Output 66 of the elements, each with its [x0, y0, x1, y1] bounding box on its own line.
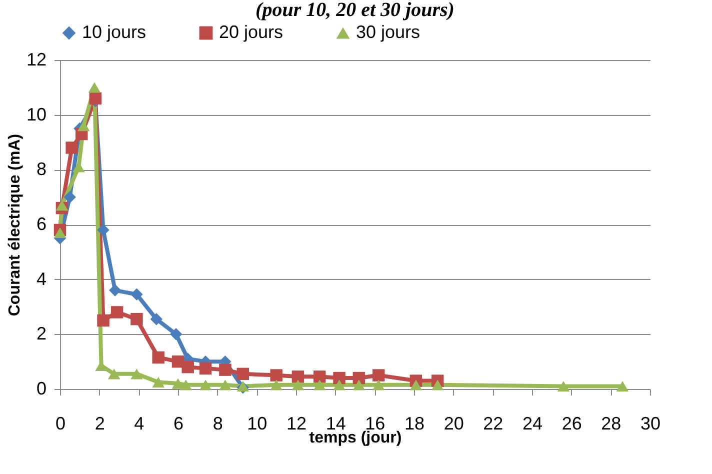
y-tick-label: 8	[36, 159, 46, 180]
point	[54, 227, 66, 238]
point	[66, 142, 78, 154]
y-tick-label: 10	[26, 104, 46, 124]
x-tick-label: 4	[134, 414, 144, 434]
point	[219, 364, 232, 376]
legend-label: 20 jours	[219, 22, 284, 42]
point	[199, 362, 212, 375]
chart-title: (pour 10, 20 et 30 jours)	[256, 0, 454, 21]
point	[64, 190, 76, 204]
point	[410, 380, 422, 390]
point	[97, 224, 110, 236]
y-tick-label: 0	[36, 378, 46, 398]
point	[270, 380, 282, 390]
x-tick-label: 18	[404, 414, 425, 434]
point	[372, 369, 385, 382]
point	[130, 288, 143, 301]
point	[150, 312, 162, 326]
point	[180, 380, 192, 390]
point	[97, 314, 110, 327]
x-tick-label: 28	[601, 414, 622, 434]
point	[616, 380, 629, 392]
x-tick-label: 12	[286, 414, 307, 434]
point	[557, 380, 570, 392]
point	[270, 369, 282, 382]
point	[130, 368, 143, 380]
point	[313, 380, 326, 390]
point	[170, 328, 182, 340]
point	[352, 380, 366, 390]
point	[152, 351, 164, 364]
point	[313, 370, 326, 383]
x-tick-label: 26	[562, 414, 582, 434]
point	[108, 368, 120, 380]
x-tick-label: 10	[247, 414, 268, 434]
point	[372, 380, 385, 390]
x-tick-label: 20	[444, 414, 464, 434]
y-tick-label: 2	[36, 324, 46, 344]
point	[219, 380, 232, 390]
point	[130, 312, 143, 326]
point	[152, 376, 164, 388]
x-tick-label: 0	[55, 414, 66, 434]
x-tick-label: 6	[173, 414, 184, 434]
point	[56, 200, 68, 211]
point	[88, 82, 101, 93]
x-tick-label: 2	[94, 414, 105, 434]
point	[77, 120, 90, 132]
point	[292, 370, 304, 383]
point	[431, 380, 444, 390]
x-tick-label: 30	[640, 414, 661, 434]
point	[110, 306, 124, 318]
point	[333, 372, 346, 384]
x-tick-label: 22	[483, 414, 504, 434]
point	[236, 368, 250, 380]
point	[199, 380, 212, 390]
point	[182, 360, 194, 374]
y-tick-label: 12	[26, 50, 46, 70]
point	[108, 284, 122, 296]
x-tick-label: 24	[522, 414, 543, 434]
legend-label: 30 jours	[356, 22, 420, 42]
legend-label: 10 jours	[82, 22, 146, 42]
y-axis-title: Courant électrique (mA)	[6, 134, 24, 316]
y-tick-label: 4	[36, 268, 46, 289]
point	[333, 380, 346, 390]
point	[292, 380, 304, 390]
y-tick-label: 6	[36, 214, 46, 234]
x-tick-label: 8	[212, 414, 223, 434]
